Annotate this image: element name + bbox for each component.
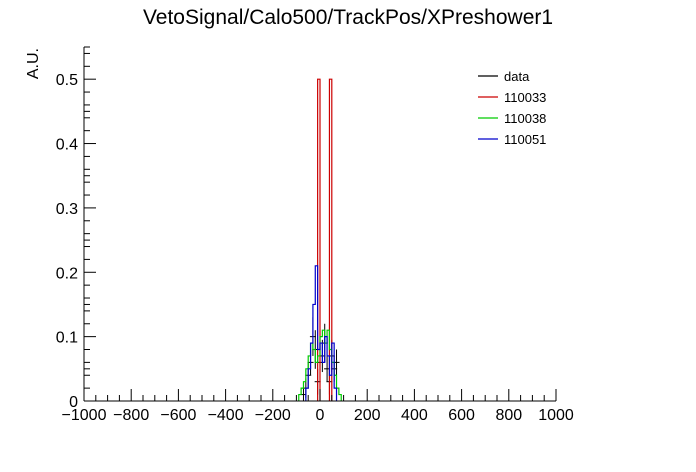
- series-110051: [305, 265, 338, 401]
- x-tick-label: −400: [208, 407, 244, 424]
- legend-entry: data: [478, 69, 530, 84]
- x-tick-label: −1000: [62, 407, 107, 424]
- plot-area: [298, 78, 342, 401]
- legend-label: data: [504, 69, 530, 84]
- x-tick-label: −600: [160, 407, 196, 424]
- series-110033-step-line: [317, 78, 333, 401]
- y-tick-label: 0: [69, 394, 78, 411]
- legend-label: 110038: [504, 111, 546, 126]
- x-tick-label: 600: [448, 407, 475, 424]
- legend-entry: 110038: [478, 111, 546, 126]
- y-axis-label: A.U.: [25, 48, 42, 79]
- y-tick-label: 0.4: [56, 137, 78, 154]
- y-tick-label: 0.2: [56, 265, 78, 282]
- x-tick-label: 400: [401, 407, 428, 424]
- legend-label: 110051: [504, 132, 546, 147]
- legend: data 110033 110038 110051: [478, 69, 546, 147]
- axes: −1000 −800 −600 −400 −200 0 200 400 600 800 1000 0 0…: [56, 46, 574, 424]
- legend-entry: 110033: [478, 90, 546, 105]
- x-tick-label: −800: [113, 407, 149, 424]
- series-110033: [317, 78, 333, 401]
- y-tick-label: 0.5: [56, 72, 78, 89]
- x-tick-label: 1000: [538, 407, 574, 424]
- y-tick-label: 0.1: [56, 330, 78, 347]
- legend-label: 110033: [504, 90, 546, 105]
- x-tick-label: −200: [255, 407, 291, 424]
- y-tick-label: 0.3: [56, 201, 78, 218]
- chart-title: VetoSignal/Calo500/TrackPos/XPreshower1: [143, 6, 553, 29]
- series-110051-step-line: [305, 265, 338, 401]
- legend-entry: 110051: [478, 132, 546, 147]
- x-tick-label: 200: [354, 407, 381, 424]
- x-tick-label: 0: [316, 407, 325, 424]
- x-tick-label: 800: [495, 407, 522, 424]
